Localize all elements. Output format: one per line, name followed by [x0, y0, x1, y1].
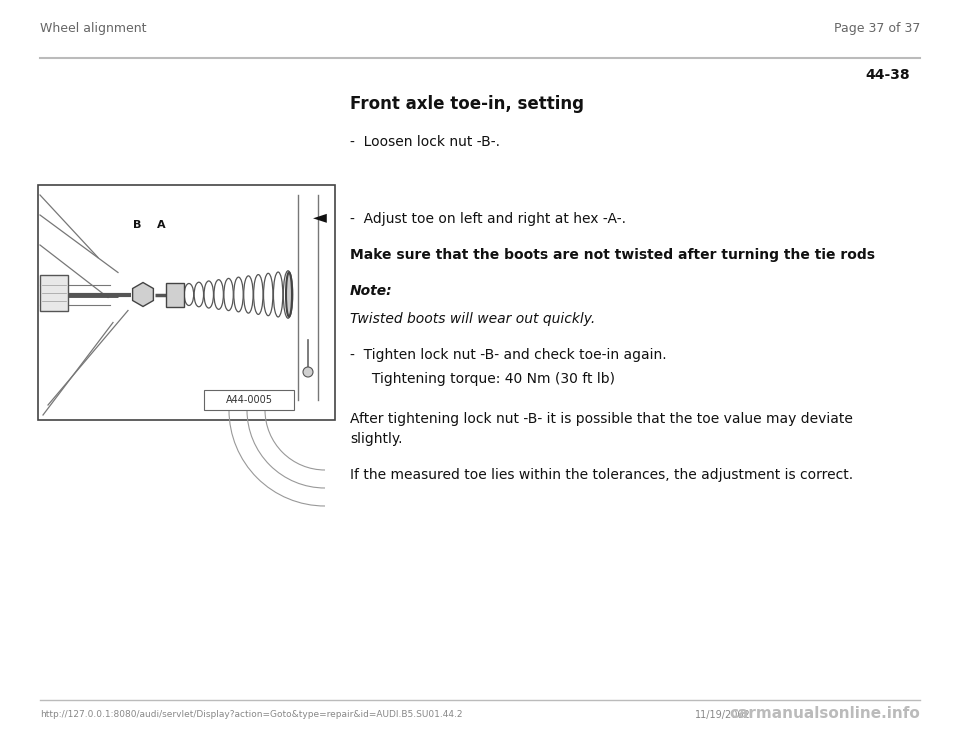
- Bar: [38, 185, 335, 420]
- FancyBboxPatch shape: [204, 390, 295, 410]
- Text: 44-38: 44-38: [865, 68, 910, 82]
- Ellipse shape: [286, 272, 292, 317]
- Ellipse shape: [244, 276, 253, 313]
- Text: Front axle toe-in, setting: Front axle toe-in, setting: [350, 95, 584, 113]
- Ellipse shape: [204, 281, 213, 308]
- Text: If the measured toe lies within the tolerances, the adjustment is correct.: If the measured toe lies within the tole…: [350, 468, 853, 482]
- Text: Note:: Note:: [350, 284, 393, 298]
- Circle shape: [303, 367, 313, 377]
- Text: Page 37 of 37: Page 37 of 37: [833, 22, 920, 35]
- FancyBboxPatch shape: [40, 275, 68, 310]
- Text: carmanualsonline.info: carmanualsonline.info: [730, 706, 920, 721]
- Ellipse shape: [194, 282, 204, 306]
- Ellipse shape: [274, 272, 283, 317]
- Text: 11/19/2002: 11/19/2002: [695, 710, 751, 720]
- Text: -  Tighten lock nut -B- and check toe-in again.: - Tighten lock nut -B- and check toe-in …: [350, 348, 666, 362]
- Text: A: A: [156, 220, 165, 230]
- FancyBboxPatch shape: [166, 283, 184, 306]
- Ellipse shape: [234, 277, 243, 312]
- Ellipse shape: [264, 273, 273, 315]
- Text: Wheel alignment: Wheel alignment: [40, 22, 147, 35]
- Text: After tightening lock nut -B- it is possible that the toe value may deviate: After tightening lock nut -B- it is poss…: [350, 412, 852, 426]
- Ellipse shape: [283, 271, 293, 318]
- Text: Tightening torque: 40 Nm (30 ft lb): Tightening torque: 40 Nm (30 ft lb): [350, 372, 615, 386]
- Text: -  Adjust toe on left and right at hex -A-.: - Adjust toe on left and right at hex -A…: [350, 212, 626, 226]
- Text: ◄: ◄: [313, 208, 326, 226]
- Ellipse shape: [224, 278, 233, 311]
- Text: Twisted boots will wear out quickly.: Twisted boots will wear out quickly.: [350, 312, 595, 326]
- Text: B: B: [132, 220, 141, 230]
- Ellipse shape: [253, 275, 263, 315]
- Text: slightly.: slightly.: [350, 432, 402, 446]
- Text: Make sure that the boots are not twisted after turning the tie rods: Make sure that the boots are not twisted…: [350, 248, 875, 262]
- Text: http://127.0.0.1:8080/audi/servlet/Display?action=Goto&type=repair&id=AUDI.B5.SU: http://127.0.0.1:8080/audi/servlet/Displ…: [40, 710, 463, 719]
- Ellipse shape: [184, 283, 194, 306]
- Text: A44-0005: A44-0005: [226, 395, 273, 405]
- Ellipse shape: [214, 280, 224, 309]
- Text: -  Loosen lock nut -B-.: - Loosen lock nut -B-.: [350, 135, 500, 149]
